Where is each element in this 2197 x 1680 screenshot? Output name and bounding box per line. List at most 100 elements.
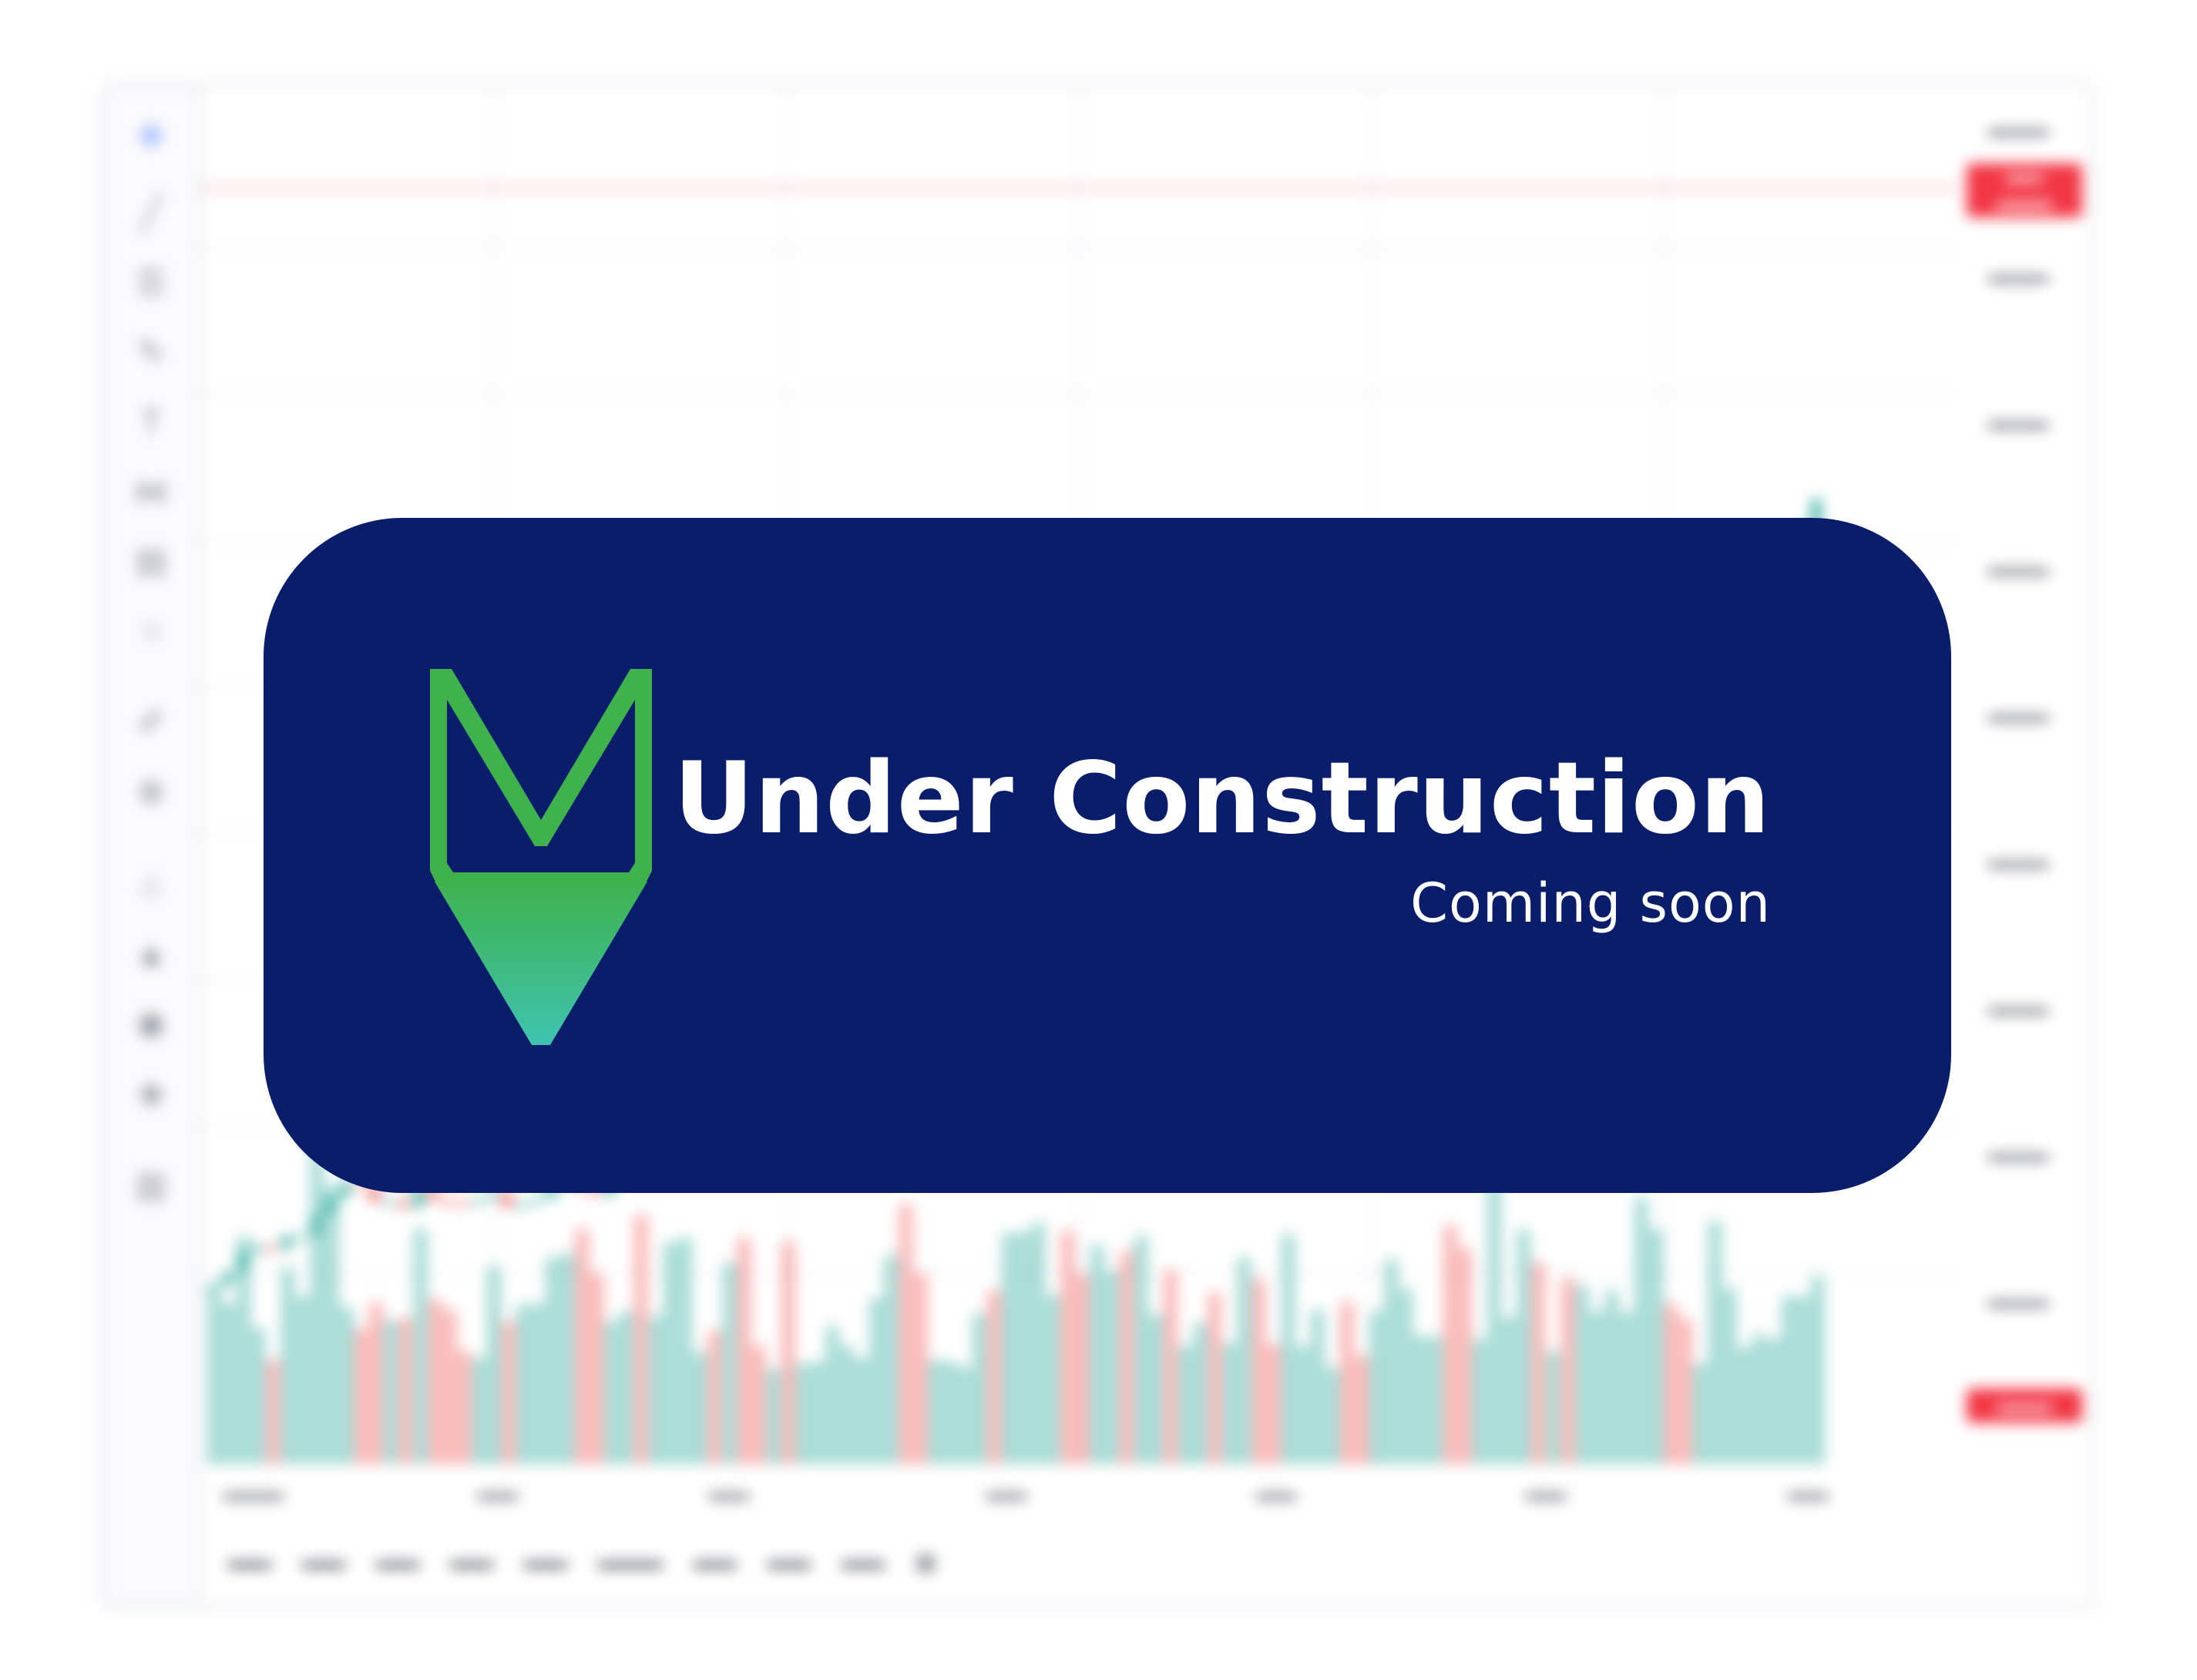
volume-bar	[1547, 1351, 1560, 1464]
time-tick: ▬▬	[709, 1481, 749, 1504]
volume-bar	[973, 1313, 986, 1464]
volume-bar	[1487, 1165, 1501, 1464]
price-axis: ▬▬▬ ▬▬ ▬▬▬ ▬▬▬ ▬▬▬ ▬▬▬ ▬▬▬ ▬▬▬ ▬▬▬ ▬▬▬ ▬▬…	[1957, 86, 2093, 1464]
volume-bar	[929, 1359, 942, 1464]
pin-logo-icon	[430, 669, 652, 1045]
candle	[281, 1235, 291, 1250]
volume-bar	[1149, 1315, 1163, 1464]
range-button: ▬▬	[302, 1549, 345, 1573]
time-tick: ▬▬	[1526, 1481, 1566, 1504]
volume-bar	[267, 1359, 280, 1464]
page-title: Under Construction	[674, 741, 1771, 856]
volume-bar	[399, 1317, 412, 1464]
volume-bar	[1017, 1231, 1030, 1464]
range-bar: ▬▬ ▬▬ ▬▬ ▬▬ ▬▬ ▬▬▬ ▬▬ ▬▬ ▬▬ ▦	[228, 1538, 936, 1584]
volume-bar	[840, 1346, 854, 1464]
volume-bar	[634, 1215, 647, 1464]
volume-bar	[516, 1304, 530, 1464]
volume-bar	[1355, 1356, 1369, 1464]
volume-tag: ▬▬▬	[1967, 1389, 2082, 1423]
volume-bar	[1208, 1292, 1221, 1464]
pencil-icon: ✐	[136, 704, 166, 741]
volume-bar	[855, 1358, 868, 1464]
volume-bar	[502, 1322, 516, 1464]
range-button: ▬▬▬	[598, 1549, 663, 1573]
candle	[414, 1188, 423, 1208]
volume-bar	[561, 1253, 574, 1464]
volume-bars	[208, 1111, 1825, 1464]
price-tick: ▬▬▬	[1988, 1142, 2048, 1165]
volume-bar	[1649, 1229, 1663, 1464]
time-tick: ▬▬	[478, 1481, 518, 1504]
price-tick: ▬▬▬	[1988, 264, 2048, 287]
volume-bar	[1385, 1259, 1398, 1464]
time-tick: ▬▬▬	[223, 1481, 284, 1504]
candle	[399, 1200, 408, 1208]
time-tick: ▬▬	[986, 1481, 1026, 1504]
measure-icon: ▤	[135, 542, 167, 580]
volume-bar	[914, 1273, 927, 1464]
volume-bar	[532, 1304, 545, 1464]
volume-bar	[620, 1311, 633, 1464]
volume-bar	[1443, 1225, 1456, 1464]
volume-bar	[354, 1328, 368, 1464]
magnet-icon: ⌂	[140, 865, 162, 903]
candle	[252, 1246, 261, 1253]
candle	[311, 1215, 321, 1235]
range-button: ▬▬	[524, 1549, 567, 1573]
range-button: ▬▬	[376, 1549, 419, 1573]
price-tick: ▬▬▬	[1988, 556, 2048, 580]
price-tick: ▬▬▬	[1988, 703, 2048, 726]
volume-bar	[811, 1362, 824, 1464]
volume-bar	[1811, 1276, 1825, 1464]
volume-bar	[1694, 1363, 1707, 1464]
volume-bar	[1517, 1229, 1530, 1464]
volume-bar	[708, 1331, 721, 1464]
volume-bar	[1532, 1262, 1545, 1464]
volume-bar	[1164, 1270, 1177, 1464]
volume-bar	[1473, 1339, 1487, 1464]
volume-bar	[252, 1328, 265, 1464]
volume-bar	[1414, 1336, 1427, 1464]
volume-bar	[605, 1322, 618, 1464]
trash-icon: ▥	[135, 1166, 167, 1204]
candle	[237, 1252, 247, 1272]
drawing-toolbar: ✛ ╱ ☰ ✎ T ⋈ ▤ ○ ✐ ⊕ ⌂ ▲ ◉ ◈ ▥	[105, 86, 200, 1606]
volume-bar	[1194, 1323, 1207, 1464]
volume-bar	[649, 1316, 662, 1464]
candle	[385, 1200, 394, 1205]
price-tick: ▬▬▬	[1988, 996, 2048, 1019]
volume-bar	[1223, 1343, 1236, 1464]
volume-bar	[458, 1350, 471, 1464]
circle-icon: ○	[140, 611, 162, 649]
volume-bar	[1679, 1319, 1692, 1464]
volume-bar	[1429, 1336, 1442, 1464]
under-construction-card: Under Construction Coming soon	[264, 518, 1951, 1193]
volume-bar	[1002, 1233, 1016, 1464]
volume-bar	[1723, 1288, 1736, 1464]
volume-bar	[1370, 1311, 1383, 1464]
volume-bar	[296, 1296, 309, 1464]
volume-bar	[237, 1236, 250, 1464]
time-tick: ▬▬	[1256, 1481, 1296, 1504]
candle	[370, 1185, 379, 1201]
volume-bar	[1134, 1235, 1147, 1464]
candle	[1811, 499, 1821, 529]
volume-bar	[208, 1285, 221, 1464]
price-tick: ▬▬▬	[1988, 117, 2048, 140]
candle	[208, 1285, 217, 1290]
range-button: ▬▬	[450, 1549, 493, 1573]
text-icon: T	[140, 403, 162, 441]
volume-bar	[576, 1228, 589, 1464]
volume-bar	[825, 1326, 839, 1464]
volume-bar	[1061, 1231, 1074, 1464]
volume-bar	[767, 1368, 780, 1464]
volume-bar	[1296, 1346, 1309, 1464]
volume-bar	[340, 1307, 354, 1464]
pattern-icon: ⋈	[134, 472, 168, 510]
volume-bar	[1767, 1338, 1780, 1464]
volume-bar	[1046, 1295, 1060, 1464]
volume-bar	[385, 1320, 398, 1464]
volume-bar	[723, 1262, 736, 1464]
volume-bar	[370, 1302, 383, 1464]
